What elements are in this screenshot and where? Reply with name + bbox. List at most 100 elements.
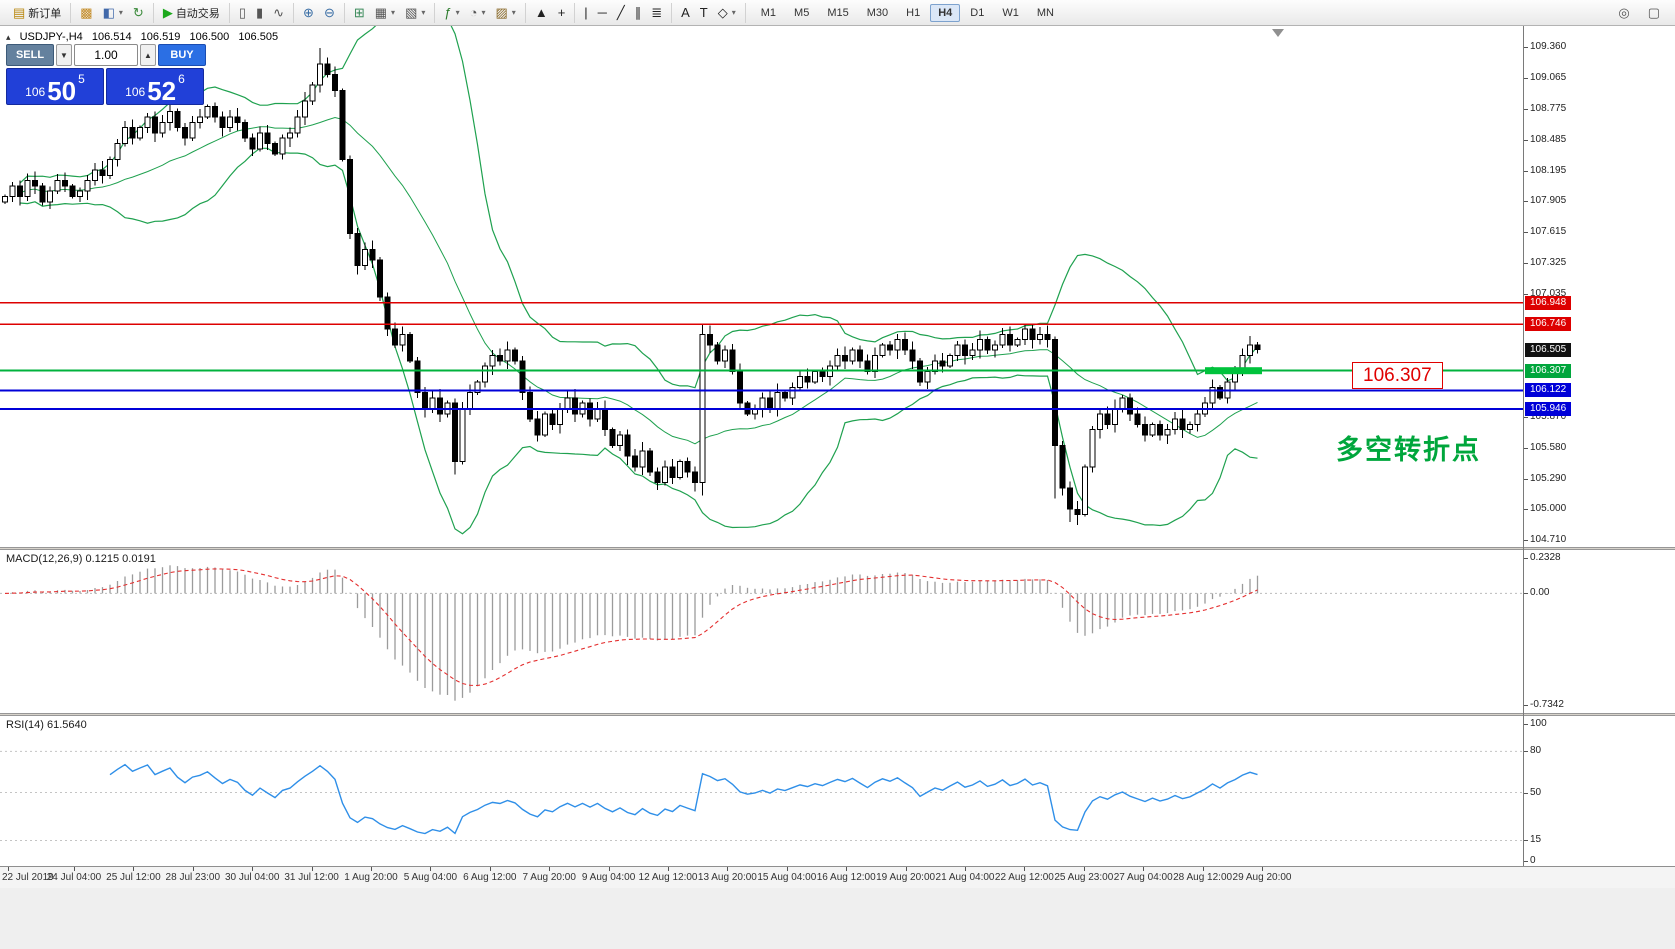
tile-windows-button-dropdown-icon[interactable]: ▾: [391, 8, 396, 17]
buy-button[interactable]: BUY: [158, 44, 206, 66]
tile-windows-button[interactable]: ▦ ▾: [371, 4, 399, 21]
toolbar-group: ▤ 新订单: [4, 2, 72, 23]
buy-price-display[interactable]: 106 52 6: [106, 68, 204, 105]
templates-button-dropdown-icon[interactable]: ▾: [511, 8, 516, 17]
time-axis-label: 25 Jul 12:00: [106, 872, 161, 883]
rsi-label: RSI(14) 61.5640: [6, 719, 87, 731]
sell-price-display[interactable]: 106 50 5: [6, 68, 104, 105]
toolbar-right-buttons: ◎ ▢: [1613, 4, 1671, 21]
timeframe-button-h4[interactable]: H4: [930, 3, 961, 22]
price-scale-axis[interactable]: 109.360 109.065 108.775 108.485 108.195 107.9…: [1523, 26, 1675, 866]
new-chart-button[interactable]: ▩: [76, 4, 96, 21]
grid-button[interactable]: ⊞: [350, 4, 369, 21]
candlestick-chart-button[interactable]: ▮: [252, 4, 267, 21]
vertical-line-button[interactable]: |: [580, 4, 591, 21]
periods-button[interactable]: ◔ ▾: [466, 4, 490, 21]
scale-label: -0.7342: [1530, 698, 1564, 710]
volume-input[interactable]: [74, 44, 138, 66]
timeframe-button-m1[interactable]: M1: [760, 6, 777, 19]
text-button[interactable]: A: [677, 4, 694, 21]
templates-button[interactable]: ▨ ▾: [492, 4, 520, 21]
trade-panel-collapse-icon[interactable]: ▴: [6, 32, 11, 42]
macd-pane: MACD(12,26,9) 0.1215 0.0191: [0, 550, 1523, 713]
scale-label: 108.485: [1530, 133, 1567, 145]
panel-icon: ▢: [1647, 5, 1660, 20]
cursor-button[interactable]: ▲: [531, 4, 552, 21]
refresh-icon: ↻: [132, 5, 144, 20]
time-axis-label: 28 Aug 12:00: [1173, 872, 1233, 883]
price-chart-canvas[interactable]: [0, 26, 1523, 547]
text-label-button[interactable]: T: [696, 4, 712, 21]
toolbar-group: ⊕ ⊖: [294, 2, 345, 23]
horizontal-line-button[interactable]: ─: [594, 4, 611, 21]
cascade-windows-button[interactable]: ▧ ▾: [401, 4, 429, 21]
volume-increase-button[interactable]: ▲: [140, 44, 156, 66]
toolbar-buttons: ▤ 新订单 ▩ ◧ ▾ ↻ ▶ 自动交易 ▯ ▮ ∿ ⊕ ⊖ ⊞ ▦ ▾ ▧ ▾ ƒ ▾ ◔ ▾ ▨ ▾ ▲ + | ─ ╱ ∥ ≣ A T ◇ ▾: [4, 0, 746, 26]
price-tag: 106.948: [1525, 295, 1572, 310]
price-callout-label[interactable]: 106.307: [1352, 362, 1443, 389]
text-icon: A: [681, 5, 690, 20]
horizontal-level-lines: [0, 301, 1523, 410]
shapes-button-dropdown-icon[interactable]: ▾: [731, 8, 736, 17]
new-order-button[interactable]: ▤ 新订单: [9, 3, 65, 23]
bottom-strip: [0, 888, 1675, 949]
fibonacci-button[interactable]: ≣: [647, 4, 666, 21]
scale-label: 0.2328: [1530, 552, 1561, 563]
timeframe-button-m5[interactable]: M5: [794, 6, 810, 19]
candles: [2, 48, 1261, 526]
rsi-canvas[interactable]: [0, 716, 1523, 866]
bar-chart-button[interactable]: ▯: [235, 4, 250, 21]
chevron-down-icon: ▼: [60, 50, 68, 60]
time-axis-label: 31 Jul 12:00: [284, 872, 339, 883]
zoom-in-button[interactable]: ⊕: [299, 4, 318, 21]
rsi-line: [109, 763, 1258, 835]
time-axis-label: 1 Aug 20:00: [344, 872, 398, 883]
template-icon: ▨: [495, 5, 508, 20]
time-axis-label: 25 Aug 23:00: [1054, 872, 1114, 883]
sell-price-big: 50: [47, 75, 77, 106]
periods-button-dropdown-icon[interactable]: ▾: [481, 8, 486, 17]
timeframe-button-m30[interactable]: M30: [866, 6, 889, 19]
profiles-button-dropdown-icon[interactable]: ▾: [118, 8, 123, 17]
cascade-windows-button-dropdown-icon[interactable]: ▾: [421, 8, 426, 17]
trade-panel-top-row: SELL ▼ ▲ BUY: [6, 44, 206, 66]
candlestick-icon: ▮: [255, 5, 264, 20]
buy-price-big: 52: [147, 75, 177, 106]
shapes-button[interactable]: ◇ ▾: [714, 4, 740, 21]
panel-button[interactable]: ▢: [1644, 4, 1664, 21]
volume-decrease-button[interactable]: ▼: [56, 44, 72, 66]
scale-label: 105.000: [1530, 503, 1567, 515]
zoom-out-button[interactable]: ⊖: [320, 4, 339, 21]
timeframe-button-w1[interactable]: W1: [1002, 6, 1019, 19]
time-axis-label: 22 Jul 2019: [2, 872, 54, 883]
timeframe-button-mn[interactable]: MN: [1036, 6, 1054, 19]
timeframe-button-d1[interactable]: D1: [970, 6, 985, 19]
cascade-windows-icon: ▧: [405, 5, 418, 20]
time-axis[interactable]: 22 Jul 2019 24 Jul 04:00 25 Jul 12:00 28 Ju…: [0, 866, 1675, 888]
macd-label: MACD(12,26,9) 0.1215 0.0191: [6, 553, 156, 565]
symbol-period-label: USDJPY-,H4: [19, 31, 83, 43]
pane-splitter[interactable]: [0, 547, 1675, 550]
trendline-icon: ╱: [616, 5, 625, 20]
channel-button[interactable]: ∥: [631, 4, 646, 21]
indicators-button[interactable]: ƒ ▾: [440, 4, 463, 21]
profiles-icon: ◧: [102, 5, 115, 20]
time-axis-label: 15 Aug 04:00: [757, 872, 817, 883]
trendline-button[interactable]: ╱: [613, 4, 629, 21]
macd-canvas[interactable]: [0, 550, 1523, 713]
autotrading-button[interactable]: ▶ 自动交易: [159, 3, 224, 23]
timeframe-button-h1[interactable]: H1: [906, 6, 921, 19]
time-axis-label: 24 Jul 04:00: [46, 872, 102, 883]
profiles-button[interactable]: ◧ ▾: [99, 4, 127, 21]
timeframe-toolbar: M1 M5 M15 M30 H1 H4 D1 W1 MN: [752, 0, 1063, 26]
search-button[interactable]: ◎: [1614, 4, 1633, 21]
timeframe-button-m15[interactable]: M15: [827, 6, 849, 19]
turning-point-text[interactable]: 多空转折点: [1336, 435, 1481, 465]
pane-splitter[interactable]: [0, 713, 1675, 716]
indicators-button-dropdown-icon[interactable]: ▾: [455, 8, 460, 17]
sell-button[interactable]: SELL: [6, 44, 54, 66]
refresh-button[interactable]: ↻: [129, 4, 148, 21]
crosshair-button[interactable]: +: [554, 4, 570, 21]
line-chart-button[interactable]: ∿: [269, 4, 288, 21]
